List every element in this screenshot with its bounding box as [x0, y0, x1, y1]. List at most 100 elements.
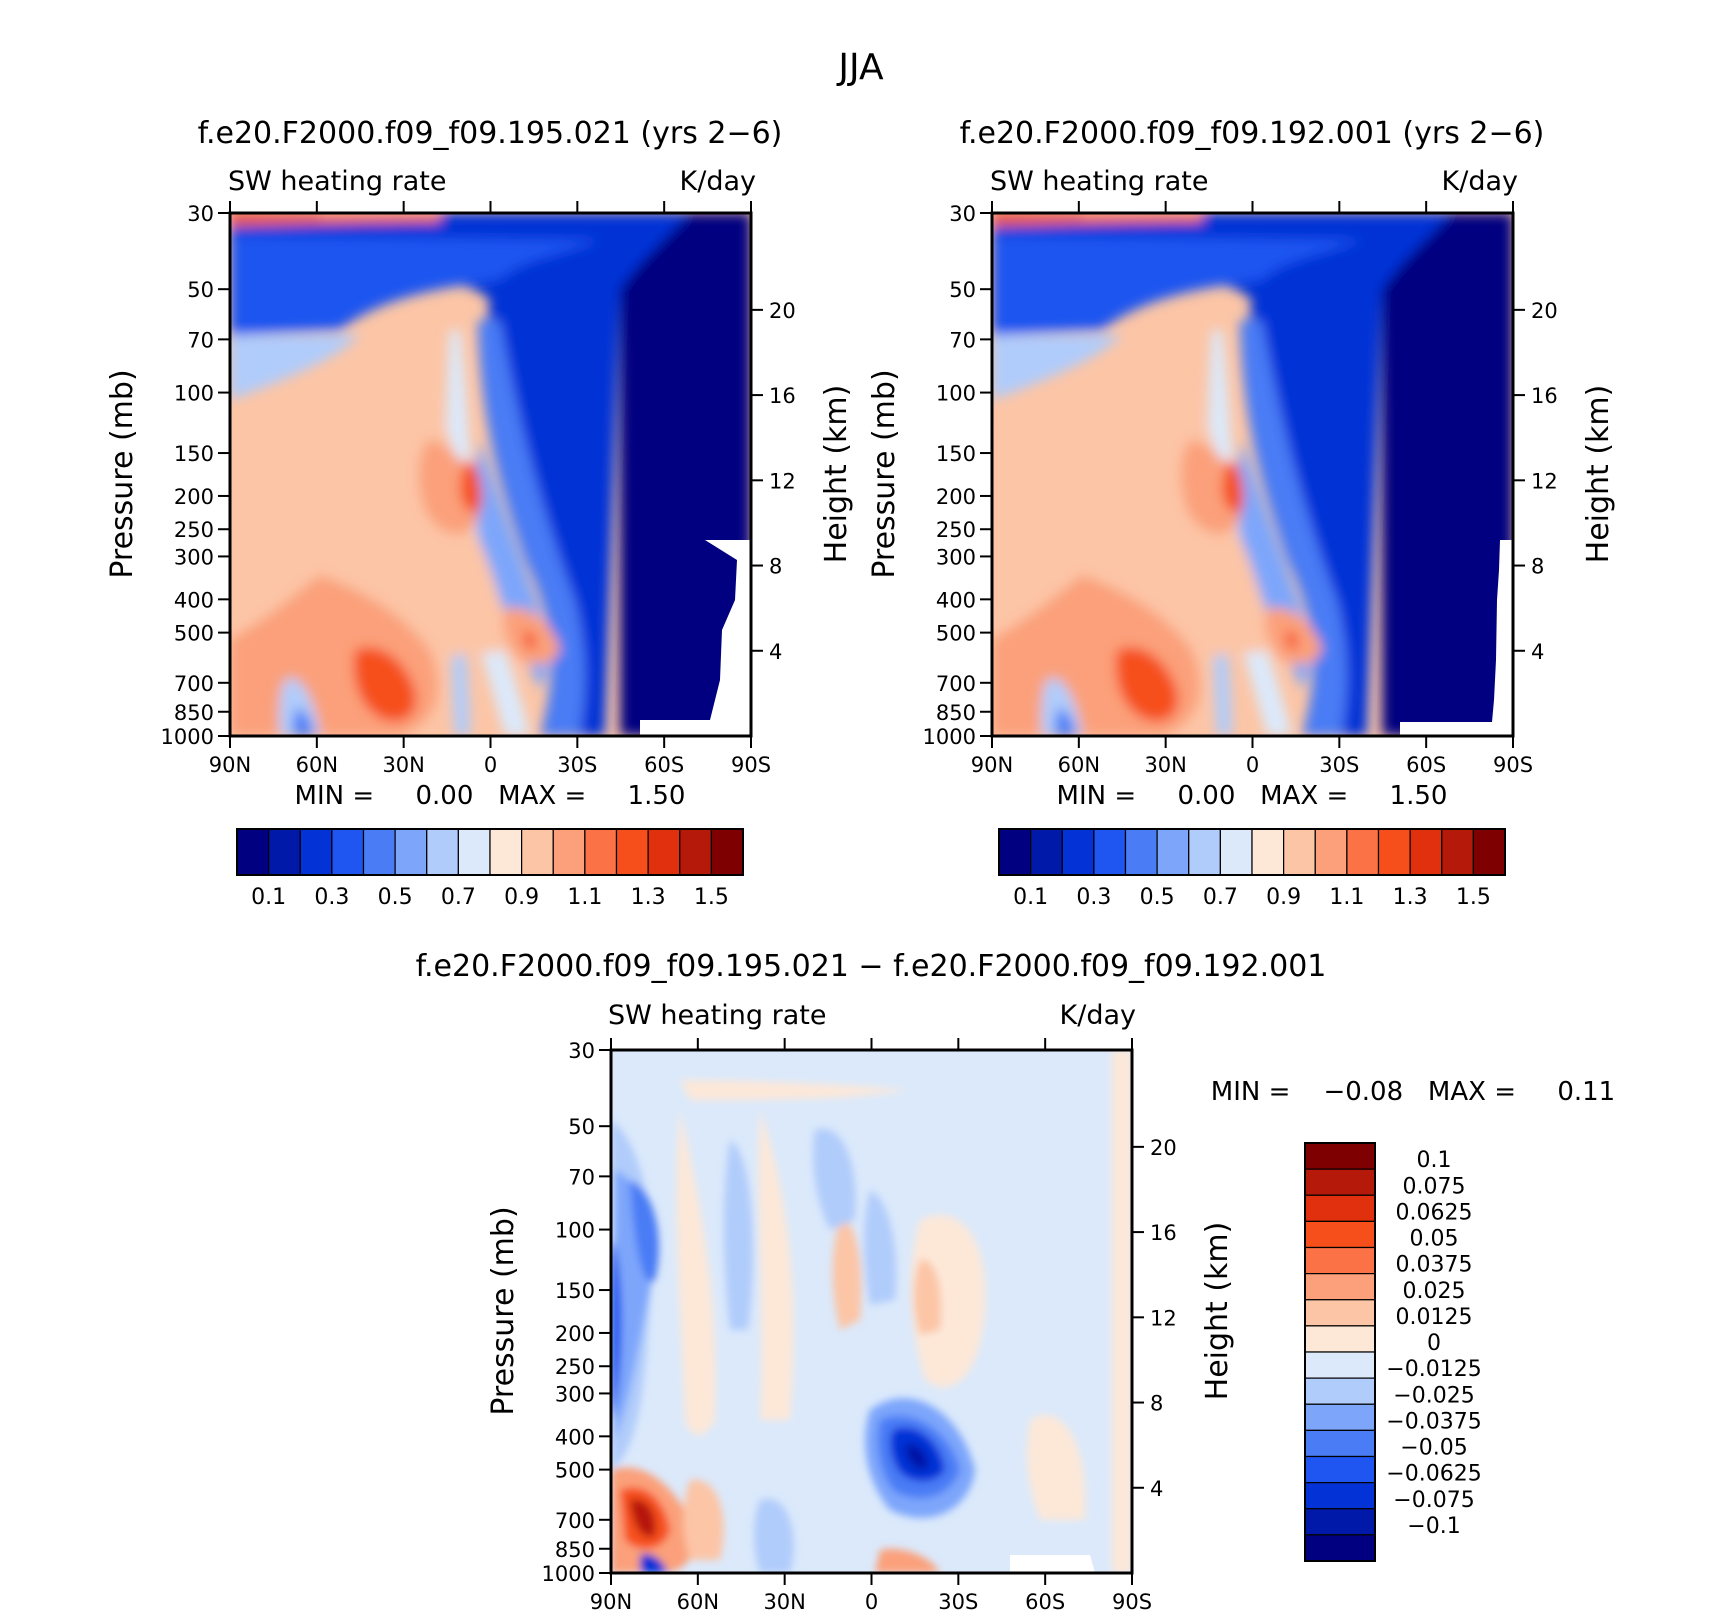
panel-1: f.e20.F2000.f09_f09.195.021 (yrs 2−6) SW…	[198, 116, 783, 738]
panel-3-colorbar-label: 0	[1427, 1331, 1441, 1356]
panel-2-colorbar-box	[1377, 828, 1411, 876]
panel-3-colorbar-box	[1304, 1534, 1376, 1562]
panel-3-colorbar-box	[1304, 1273, 1376, 1301]
panel-3-pressure-tick-label: 250	[555, 1355, 595, 1379]
panel-2-title: f.e20.F2000.f09_f09.192.001 (yrs 2−6)	[960, 116, 1545, 151]
panel-1-colorbar-box	[647, 828, 681, 876]
panel-2-colorbar-box	[1283, 828, 1316, 876]
panel-3-colorbar-label: −0.05	[1400, 1436, 1467, 1461]
panel-3-pressure-tick-label: 50	[568, 1115, 595, 1139]
panel-2-y2-axis-label: Height (km)	[1581, 385, 1616, 564]
panel-1-colorbar-box	[457, 828, 491, 876]
panel-1-colorbar-box	[552, 828, 586, 876]
panel-1-colorbar-box	[584, 828, 618, 876]
panel-3-pressure-tick-label: 200	[555, 1322, 595, 1346]
panel-1-title: f.e20.F2000.f09_f09.195.021 (yrs 2−6)	[198, 116, 783, 151]
panel-2-colorbar-box	[1061, 828, 1095, 876]
panel-1-pressure-tick-label: 70	[187, 328, 214, 352]
panel-1-colorbar-box	[299, 828, 333, 876]
panel-1-colorbar-label: 0.9	[504, 885, 539, 910]
panel-3-height-tick-label: 20	[1150, 1136, 1177, 1160]
panel-1-colorbar-box	[331, 828, 365, 876]
panel-2-pressure-tick-label: 200	[936, 485, 976, 509]
panel-3-colorbar-box	[1304, 1325, 1376, 1353]
panel-1-colorbar-label: 1.1	[567, 885, 602, 910]
panel-3-y2-axis-label: Height (km)	[1200, 1222, 1235, 1401]
panel-3-units-label: K/day	[1060, 1000, 1136, 1031]
panel-2-colorbar-box	[1219, 828, 1253, 876]
panel-1-pressure-tick-label: 250	[174, 518, 214, 542]
panel-1-pressure-tick-label: 500	[174, 622, 214, 646]
panel-3-colorbar-label: 0.0625	[1396, 1200, 1473, 1225]
panel-3-lat-tick-label: 90S	[1112, 1590, 1152, 1611]
panel-1-colorbar-box	[426, 828, 459, 876]
panel-2-contour-field	[992, 213, 1513, 736]
panel-3-height-tick-label: 12	[1150, 1306, 1177, 1330]
panel-2-lat-tick-label: 30S	[1319, 753, 1359, 777]
panel-2-colorbar-box	[1314, 828, 1348, 876]
panel-2-colorbar-box	[1409, 828, 1443, 876]
panel-3-colorbar-label: −0.0625	[1386, 1462, 1481, 1487]
panel-1-y2-axis-label: Height (km)	[819, 385, 854, 564]
panel-1-colorbar-box	[679, 828, 712, 876]
panel-1-colorbar-label: 0.5	[378, 885, 413, 910]
panel-3-height-tick-label: 8	[1150, 1392, 1163, 1416]
panel-3-min-max: MIN = −0.08 MAX = 0.11	[1211, 1077, 1615, 1107]
panel-3-colorbar-box	[1304, 1508, 1376, 1536]
panel-3-pressure-tick-label: 100	[555, 1219, 595, 1243]
panel-3-colorbar-box	[1304, 1168, 1376, 1196]
panel-1-colorbar-label: 0.3	[314, 885, 349, 910]
panel-3-pressure-tick-label: 30	[568, 1039, 595, 1063]
panel-1-height-tick-label: 16	[769, 384, 796, 408]
panel-2-colorbar-box	[1156, 828, 1190, 876]
panel-1-colorbar-label: 1.5	[694, 885, 729, 910]
panel-2-colorbar-label: 1.5	[1456, 885, 1491, 910]
panel-3-colorbar-box	[1304, 1482, 1376, 1510]
panel-3-height-tick-label: 4	[1150, 1477, 1163, 1501]
panel-3-lat-tick-label: 30S	[938, 1590, 978, 1611]
panel-3-colorbar-label: 0.1	[1417, 1148, 1452, 1173]
panel-3-colorbar-label: 0.0125	[1396, 1305, 1473, 1330]
panel-1-y-axis-label: Pressure (mb)	[105, 369, 140, 578]
panel-3-colorbar-box	[1304, 1403, 1376, 1431]
panel-3-height-tick-label: 16	[1150, 1221, 1177, 1245]
panel-3-colorbar-box	[1304, 1299, 1376, 1327]
panel-2-lat-tick-label: 60N	[1058, 753, 1100, 777]
panel-2-colorbar-box	[1124, 828, 1158, 876]
panel-3-pressure-tick-label: 1000	[542, 1562, 595, 1586]
panel-2-pressure-tick-label: 30	[949, 202, 976, 226]
panel-2-variable-label: SW heating rate	[990, 166, 1208, 197]
panel-1-pressure-tick-label: 100	[174, 382, 214, 406]
panel-1-pressure-tick-label: 700	[174, 672, 214, 696]
panel-1-colorbar-box	[489, 828, 523, 876]
panel-2-pressure-tick-label: 400	[936, 588, 976, 612]
panel-1-colorbar-box	[710, 828, 744, 876]
panel-2-colorbar-label: 1.3	[1393, 885, 1428, 910]
panel-2-colorbar-frame	[998, 828, 1506, 876]
panel-1-colorbar-box	[268, 828, 301, 876]
panel-1-contour-field	[230, 213, 751, 736]
panel-2-pressure-tick-label: 300	[936, 545, 976, 569]
panel-1-pressure-tick-label: 400	[174, 588, 214, 612]
panel-1-colorbar-box	[362, 828, 396, 876]
panel-1-pressure-tick-label: 1000	[161, 725, 214, 749]
panel-1-lat-tick-label: 0	[484, 753, 497, 777]
panel-3-colorbar-frame	[1304, 1142, 1376, 1562]
panel-2-colorbar-label: 0.1	[1013, 885, 1048, 910]
panel-2-units-label: K/day	[1442, 166, 1518, 197]
panel-1-height-tick-label: 12	[769, 469, 796, 493]
panel-1-lat-tick-label: 30S	[557, 753, 597, 777]
panel-3-colorbar-box	[1304, 1351, 1376, 1379]
panel-2-lat-tick-label: 90S	[1493, 753, 1533, 777]
panel-2-height-tick-label: 8	[1531, 555, 1544, 579]
panel-2-lat-tick-label: 90N	[971, 753, 1013, 777]
panel-3-pressure-tick-label: 500	[555, 1459, 595, 1483]
panel-3-colorbar-box	[1304, 1455, 1376, 1484]
panel-1-lat-tick-label: 90N	[209, 753, 251, 777]
panel-1-lat-tick-label: 30N	[382, 753, 424, 777]
panel-1-height-tick-label: 20	[769, 299, 796, 323]
panel-2-colorbar-label: 0.5	[1140, 885, 1175, 910]
panel-3-colorbar-label: −0.0125	[1386, 1357, 1481, 1382]
panel-1-pressure-tick-label: 850	[174, 701, 214, 725]
